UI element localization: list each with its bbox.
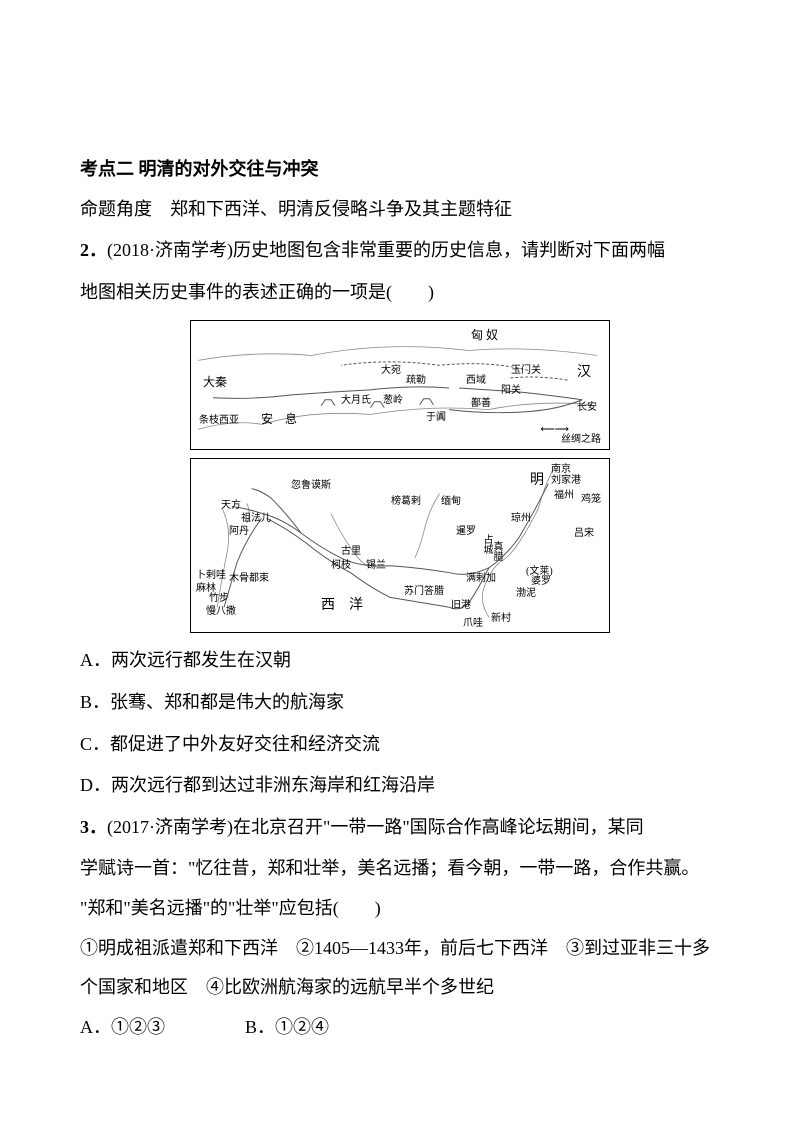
map1-yutian: 于阗 <box>426 413 446 423</box>
map1-changan: 长安 <box>577 403 597 413</box>
map2-sumen: 苏门答腊 <box>404 587 444 597</box>
map1-yumen: 玉门关 <box>511 366 541 376</box>
map1-dayuezhi: 大月氏 <box>341 396 371 406</box>
q2-source: (2018·济南学考) <box>107 240 233 260</box>
q2-option-a: A．两次远行都发生在汉朝 <box>80 641 720 681</box>
map2-nanjing: 南京 <box>551 465 571 475</box>
map1-daqin: 大秦 <box>203 376 227 388</box>
section-heading: 考点二 明清的对外交往与冲突 <box>80 150 720 190</box>
map2-fuzhou: 福州 <box>554 491 574 501</box>
map1-arrow: ⟵⟶ <box>540 425 569 435</box>
map1-shule: 疏勒 <box>406 376 426 386</box>
map2-guli: 古里 <box>341 547 361 557</box>
map2-kezhi: 柯枝 <box>331 561 351 571</box>
q3-option-b: B．①②④ <box>245 1017 329 1037</box>
map2-adan: 阿丹 <box>229 527 249 537</box>
map2-jiugang: 旧港 <box>451 601 471 611</box>
map2-zhancheng: 占城 <box>481 534 491 554</box>
q3-source: (2017·济南学考) <box>107 817 233 837</box>
map2-container: 明 南京 刘家港 福州 鸡笼 琼州 吕宋 占城 真腊 暹罗 缅甸 旧港 苏门答腊… <box>80 458 720 633</box>
map2-zhaowa: 爪哇 <box>463 619 483 629</box>
map1-container: 匈 奴 汉 长安 西域 玉门关 阳关 鄯善 于阗 疏勒 大宛 大月氏 葱岭 安 … <box>80 320 720 450</box>
map2: 明 南京 刘家港 福州 鸡笼 琼州 吕宋 占城 真腊 暹罗 缅甸 旧港 苏门答腊… <box>190 458 610 633</box>
map1-congling: 葱岭 <box>383 396 403 406</box>
map1-anxi: 安 息 <box>261 413 297 425</box>
map2-liujia: 刘家港 <box>551 476 581 486</box>
map2-zhubu: 竹步 <box>209 594 229 604</box>
map2-xincun: 新村 <box>491 614 511 624</box>
q2-stem-a: 历史地图包含非常重要的历史信息，请判断对下面两幅 <box>233 240 665 260</box>
map2-xilan: 锡兰 <box>366 561 386 571</box>
q3-stem-a: 在北京召开"一带一路"国际合作高峰论坛期间，某同 <box>233 817 644 837</box>
map1-legend: 丝绸之路 <box>561 435 601 445</box>
map2-svg <box>191 459 609 632</box>
q3-options: A．①②③ B．①②④ <box>80 1008 720 1048</box>
section-subheading: 命题角度 郑和下西洋、明清反侵略斗争及其主题特征 <box>80 190 720 230</box>
map1-shanshan: 鄯善 <box>471 399 491 409</box>
map1-xiongnu: 匈 奴 <box>471 329 498 341</box>
q3-option-a: A．①②③ <box>80 1017 165 1037</box>
map2-xiyang: 西 洋 <box>321 599 363 613</box>
map2-quanzhou: 琼州 <box>511 514 531 524</box>
map1-dawan: 大宛 <box>381 366 401 376</box>
map1-tiaozhixi: 条枝西亚 <box>199 416 239 426</box>
q2-option-d: D．两次远行都到达过非洲东海岸和红海沿岸 <box>80 766 720 806</box>
question-2: 2．(2018·济南学考)历史地图包含非常重要的历史信息，请判断对下面两幅 <box>80 231 720 271</box>
map1: 匈 奴 汉 长安 西域 玉门关 阳关 鄯善 于阗 疏勒 大宛 大月氏 葱岭 安 … <box>190 320 610 450</box>
map2-mugu: 木骨都束 <box>229 574 269 584</box>
map2-miandian: 缅甸 <box>441 497 461 507</box>
map1-han: 汉 <box>577 366 591 380</box>
map2-zhenla: 真腊 <box>491 541 501 561</box>
map2-tianfang: 天方 <box>221 501 241 511</box>
q2-number: 2． <box>80 240 107 260</box>
map1-xiyu: 西域 <box>466 376 486 386</box>
q2-option-b: B．张骞、郑和都是伟大的航海家 <box>80 683 720 723</box>
map1-yangguan: 阳关 <box>501 386 521 396</box>
q3-stem-b: 学赋诗一首："忆往昔，郑和壮举，美名远播；看今朝，一带一路，合作共赢。 <box>80 849 720 889</box>
map2-ming: 明 <box>530 474 544 488</box>
q2-stem-b: 地图相关历史事件的表述正确的一项是( ) <box>80 273 720 313</box>
map2-jilong: 鸡笼 <box>581 495 601 505</box>
q3-stem-c: "郑和"美名远播"的"壮举"应包括( ) <box>80 889 720 929</box>
map2-hulu: 忽鲁谟斯 <box>291 481 331 491</box>
q2-option-c: C．都促进了中外友好交往和经济交流 <box>80 725 720 765</box>
map2-boni: 渤泥 <box>516 589 536 599</box>
map2-zufaer: 祖法儿 <box>241 514 271 524</box>
map2-xianluo: 暹罗 <box>456 527 476 537</box>
map2-buwa: 卜剌哇 <box>196 571 226 581</box>
map2-bangge: 榜葛剌 <box>391 497 421 507</box>
q3-number: 3． <box>80 817 107 837</box>
map2-malin: 麻林 <box>196 584 216 594</box>
q3-items: ①明成祖派遣郑和下西洋 ②1405—1433年，前后七下西洋 ③到过亚非三十多个… <box>80 929 720 1008</box>
map2-lvsong: 吕宋 <box>574 529 594 539</box>
map2-manba: 慢八撒 <box>206 607 236 617</box>
map2-manlajia: 满剌加 <box>466 574 496 584</box>
map2-polu: 婆罗 <box>531 577 551 587</box>
question-3: 3．(2017·济南学考)在北京召开"一带一路"国际合作高峰论坛期间，某同 <box>80 808 720 848</box>
